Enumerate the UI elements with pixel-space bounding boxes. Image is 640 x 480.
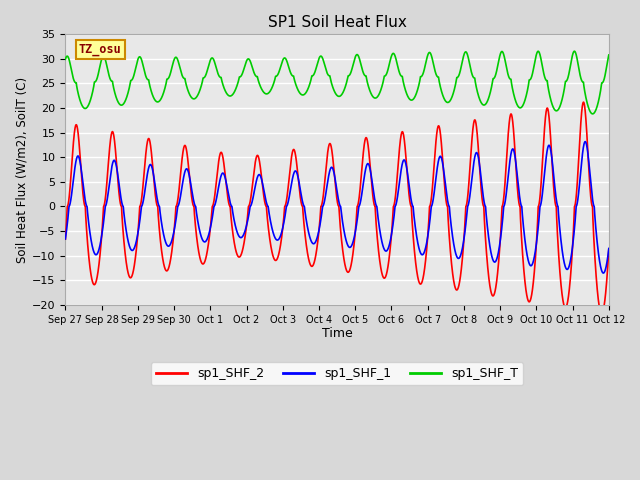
Y-axis label: Soil Heat Flux (W/m2), SoilT (C): Soil Heat Flux (W/m2), SoilT (C) — [15, 76, 28, 263]
sp1_SHF_2 — [598, 311, 605, 316]
sp1_SHF_1 — [605, 246, 612, 252]
sp1_SHF_T — [459, 57, 467, 63]
Line: sp1_SHF_2: sp1_SHF_2 — [65, 102, 609, 313]
Line: sp1_SHF_T: sp1_SHF_T — [65, 51, 609, 114]
sp1_SHF_2 — [246, 199, 254, 205]
Legend: sp1_SHF_2, sp1_SHF_1, sp1_SHF_T: sp1_SHF_2, sp1_SHF_1, sp1_SHF_T — [151, 362, 524, 385]
Text: TZ_osu: TZ_osu — [79, 43, 122, 57]
sp1_SHF_T — [589, 111, 596, 117]
sp1_SHF_T — [570, 48, 578, 54]
sp1_SHF_2 — [474, 140, 482, 146]
sp1_SHF_1 — [600, 270, 607, 276]
sp1_SHF_T — [582, 95, 590, 101]
sp1_SHF_1 — [582, 140, 590, 145]
sp1_SHF_2 — [582, 118, 590, 124]
sp1_SHF_1 — [319, 204, 326, 209]
Title: SP1 Soil Heat Flux: SP1 Soil Heat Flux — [268, 15, 406, 30]
sp1_SHF_2 — [459, 253, 467, 259]
sp1_SHF_2 — [575, 146, 583, 152]
sp1_SHF_T — [319, 55, 326, 61]
sp1_SHF_T — [246, 58, 254, 64]
sp1_SHF_T — [474, 91, 482, 96]
sp1_SHF_2 — [319, 198, 326, 204]
sp1_SHF_2 — [580, 99, 588, 105]
sp1_SHF_1 — [61, 236, 69, 242]
sp1_SHF_1 — [581, 139, 589, 144]
sp1_SHF_T — [605, 52, 612, 58]
sp1_SHF_2 — [61, 236, 69, 242]
sp1_SHF_T — [61, 57, 69, 62]
sp1_SHF_1 — [459, 244, 467, 250]
sp1_SHF_1 — [474, 153, 482, 158]
sp1_SHF_2 — [605, 246, 612, 252]
sp1_SHF_T — [575, 68, 583, 74]
sp1_SHF_1 — [575, 184, 583, 190]
Line: sp1_SHF_1: sp1_SHF_1 — [65, 142, 609, 273]
sp1_SHF_1 — [246, 204, 254, 210]
X-axis label: Time: Time — [322, 327, 353, 340]
